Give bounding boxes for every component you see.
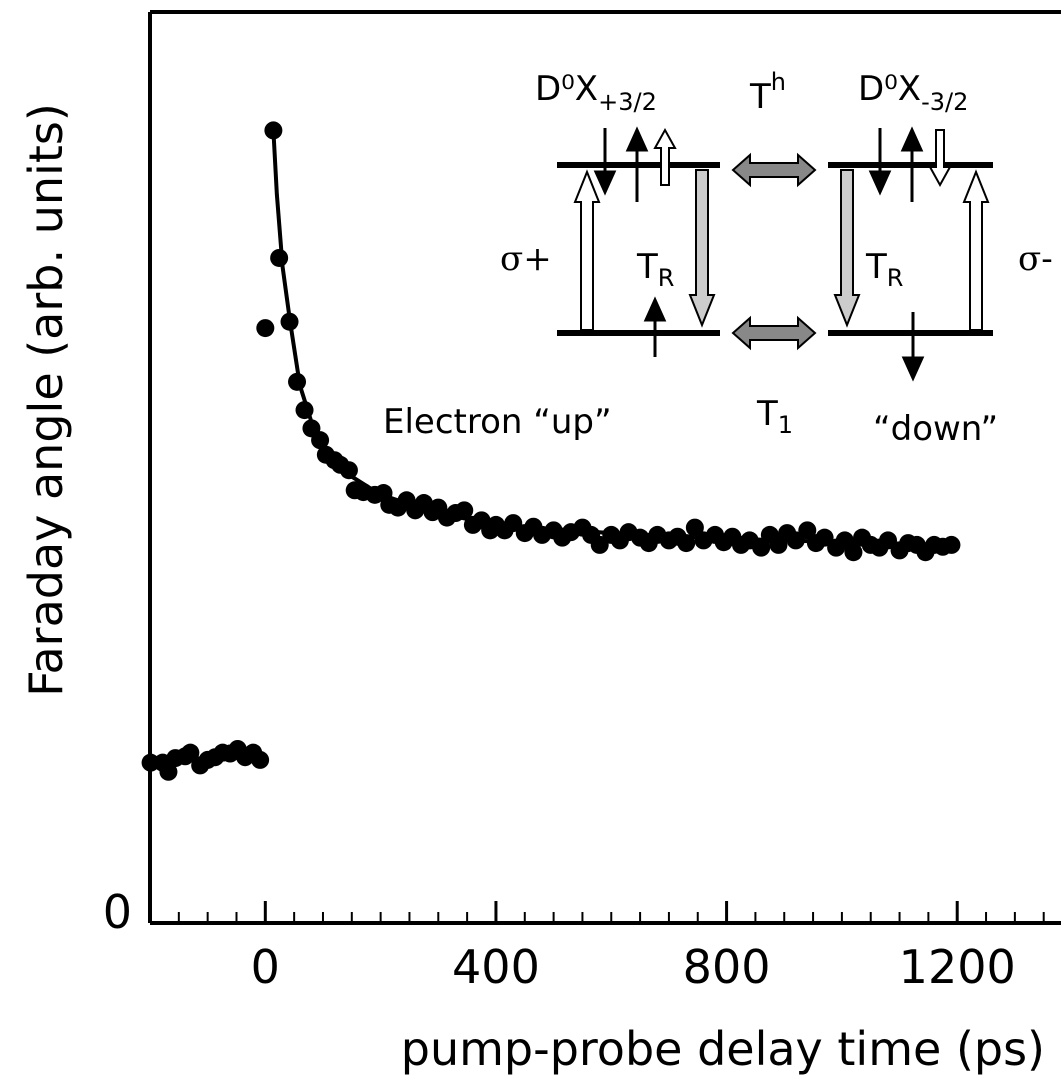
label-sub: -3/2 — [921, 88, 968, 116]
y-tick-label: 0 — [103, 885, 132, 939]
data-point — [251, 750, 270, 769]
hole-spin — [928, 129, 952, 188]
spin-state-label: Electron “up” — [383, 402, 612, 442]
label-sub: R — [658, 264, 675, 292]
label-sub: 1 — [778, 411, 793, 439]
data-point — [455, 501, 474, 520]
data-point — [798, 521, 817, 540]
data-point — [752, 538, 771, 557]
spin-arrows — [593, 126, 952, 382]
energy-levels — [557, 162, 993, 336]
label-main: T — [749, 77, 771, 117]
x-tick-label: 400 — [452, 940, 540, 994]
transfer-arrows — [731, 152, 817, 351]
recombination-arrow — [688, 169, 716, 328]
polarization-label: σ+ — [500, 239, 552, 279]
label-main: D⁰X — [858, 69, 921, 109]
label-main: T — [636, 247, 658, 287]
state-label: D⁰X+3/2 — [535, 69, 657, 116]
double-arrow — [731, 315, 817, 351]
transfer-label: Th — [749, 68, 786, 117]
label-main: T — [756, 394, 778, 434]
spin-head — [901, 356, 925, 382]
transition-arrows — [573, 169, 990, 331]
label-main: D⁰X — [535, 69, 598, 109]
fit-line — [271, 130, 952, 547]
inset-diagram: D⁰X+3/2 D⁰X-3/2 Th TR TR T1 σ+ σ- Electr… — [383, 68, 1053, 449]
data-point — [270, 248, 289, 267]
spin-head — [593, 170, 617, 196]
x-tick-label: 0 — [251, 940, 280, 994]
double-arrow — [731, 152, 817, 188]
data-point — [844, 543, 863, 562]
spin-head — [900, 126, 924, 152]
spin-head — [868, 170, 892, 196]
recomb-label: TR — [636, 247, 674, 292]
data-point — [339, 461, 358, 480]
spin-head — [643, 296, 667, 322]
hole-spin — [653, 127, 677, 186]
absorption-arrow — [573, 169, 601, 331]
recombination-arrow — [833, 169, 861, 328]
data-point — [256, 319, 275, 338]
y-axis-title: Faraday angle (arb. units) — [19, 103, 73, 697]
x-tick-label: 800 — [683, 940, 771, 994]
absorption-arrow — [962, 169, 990, 331]
label-sub: R — [887, 264, 904, 292]
polarization-label: σ- — [1018, 239, 1053, 279]
label-main: T — [865, 247, 887, 287]
x-axis-title: pump-probe delay time (ps) — [401, 1022, 1045, 1076]
state-label: D⁰X-3/2 — [858, 69, 968, 116]
data-point — [159, 762, 178, 781]
spin-head — [625, 126, 649, 152]
label-sub: +3/2 — [598, 88, 657, 116]
recomb-label: TR — [865, 247, 903, 292]
x-tick-label: 1200 — [899, 940, 1016, 994]
data-point — [181, 743, 200, 762]
data-point — [685, 518, 704, 537]
spin-state-label: “down” — [873, 409, 998, 449]
label-sup: h — [771, 68, 786, 96]
transfer-label: T1 — [756, 394, 793, 439]
